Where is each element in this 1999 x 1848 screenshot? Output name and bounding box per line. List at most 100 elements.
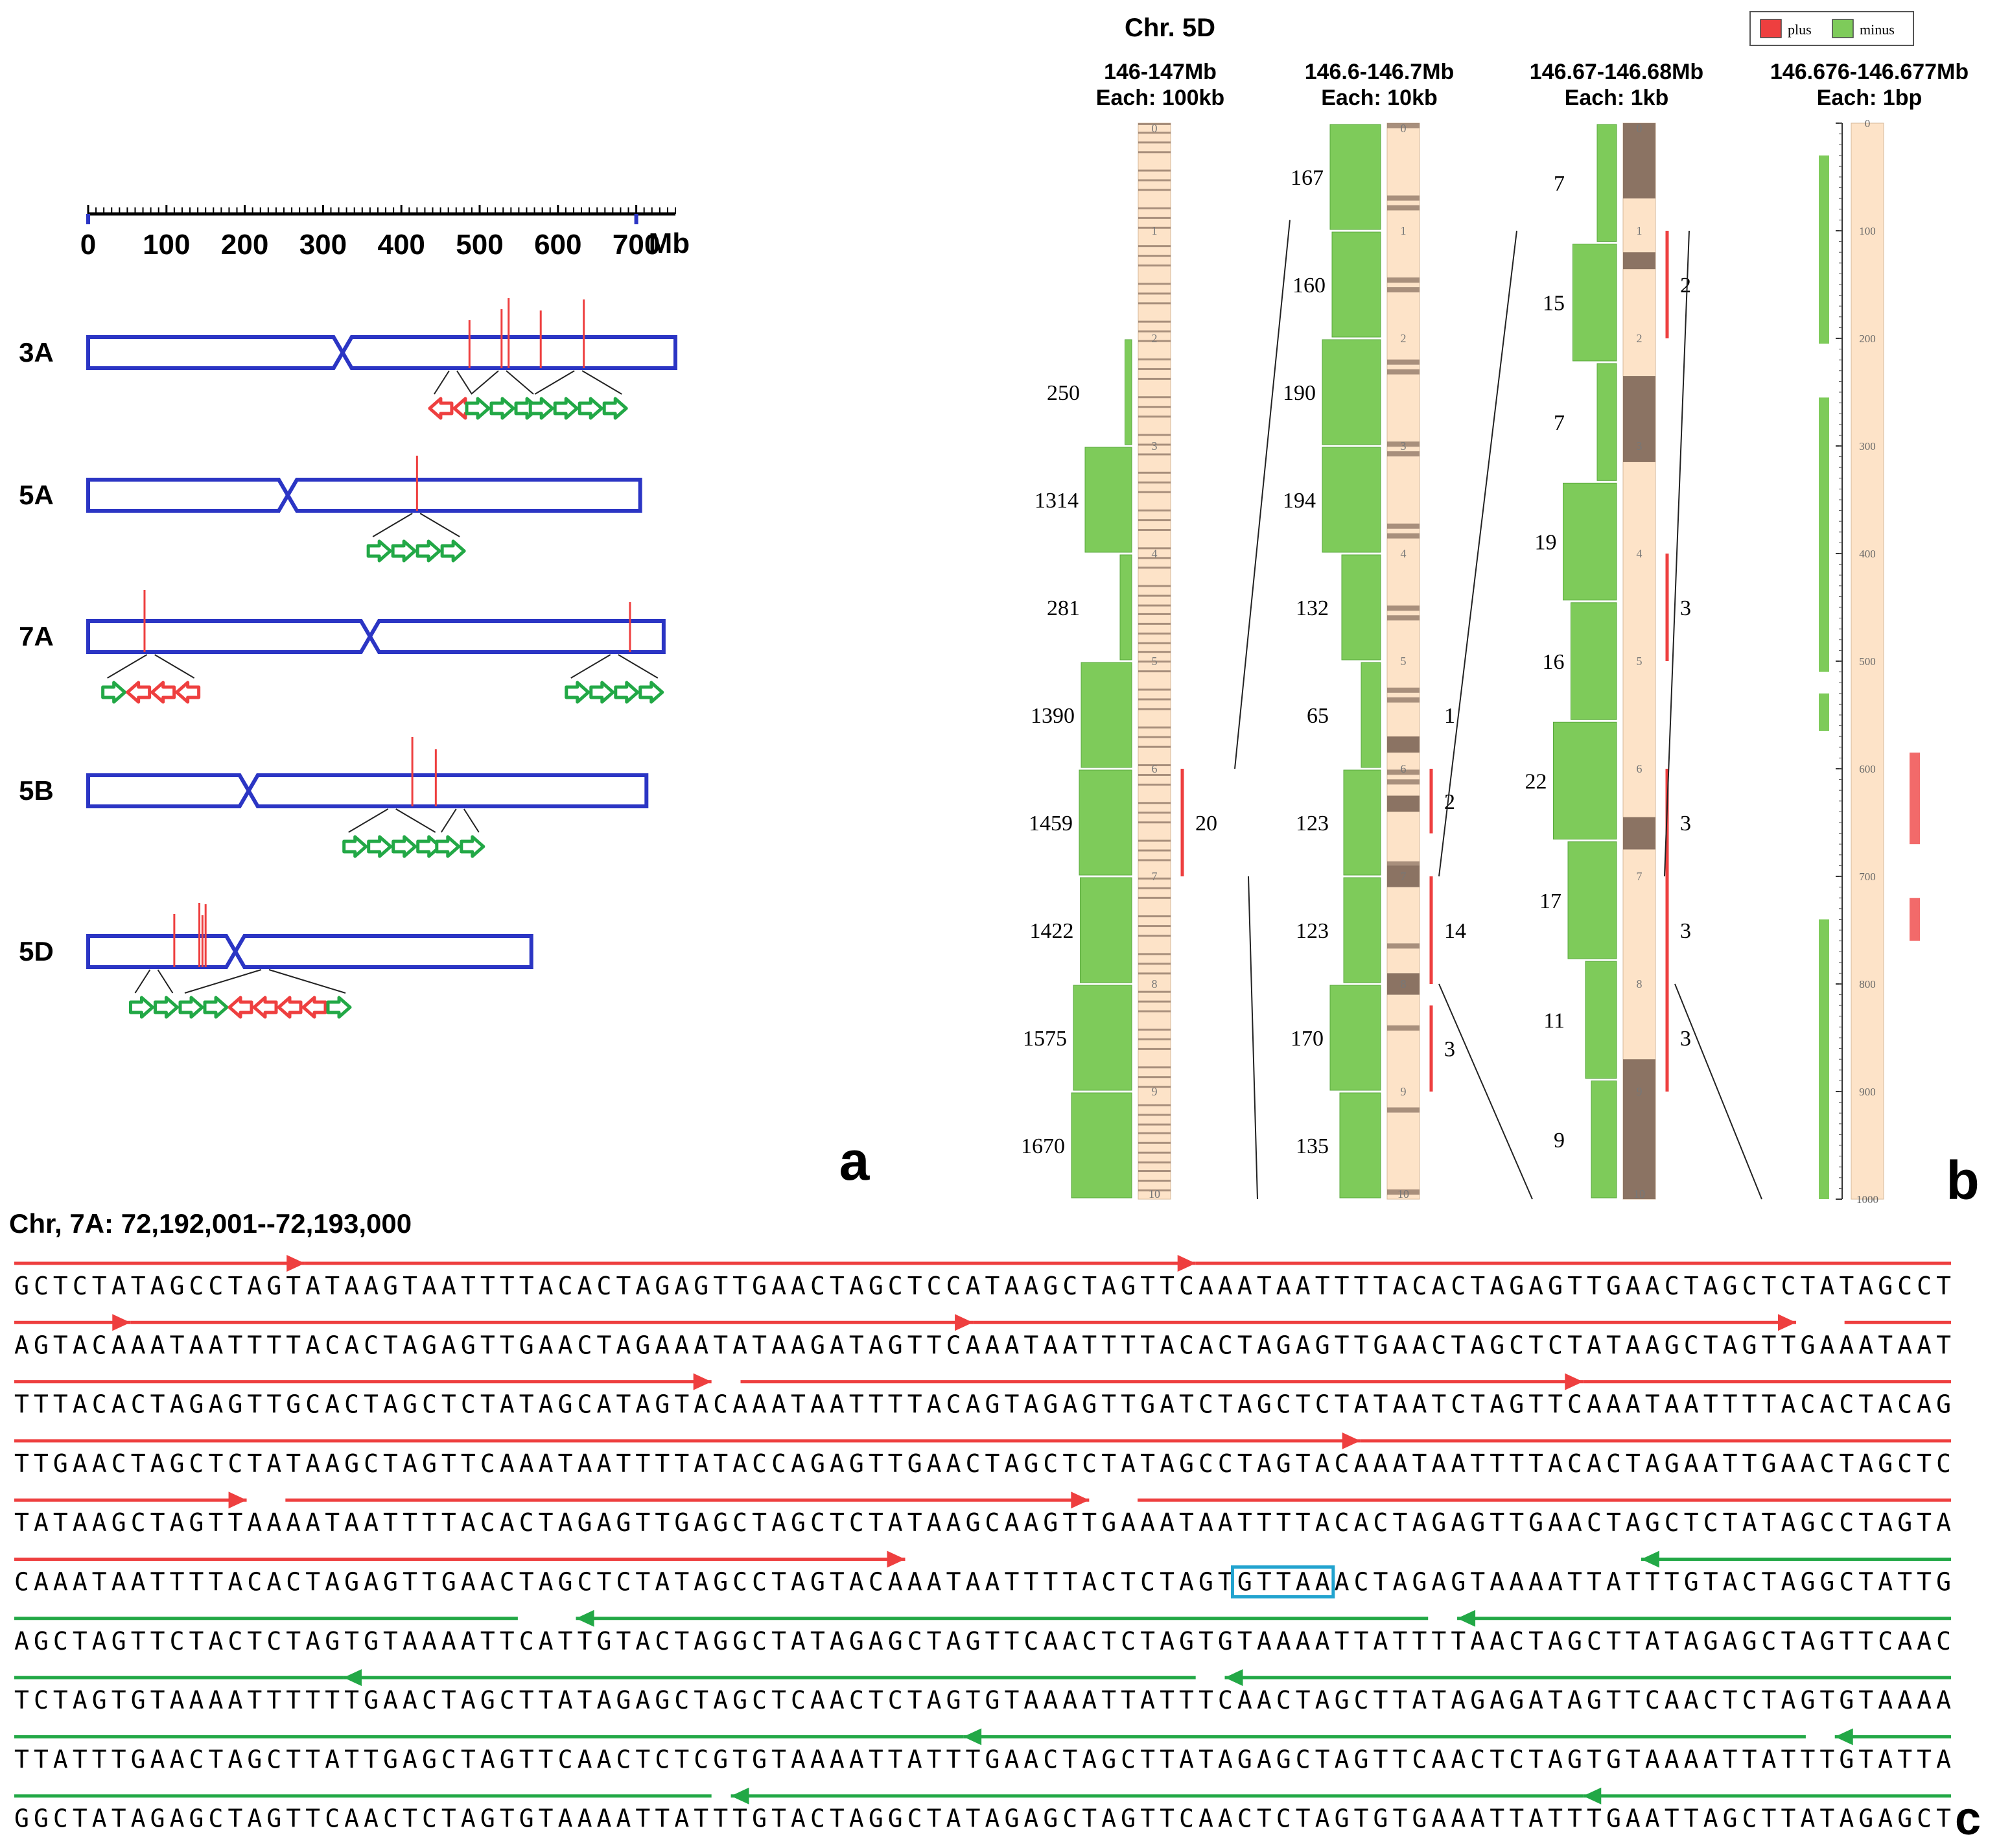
- ideogram-band: [1138, 340, 1171, 342]
- ideogram-tick: 2: [1152, 332, 1158, 345]
- ideogram-band: [1138, 849, 1171, 852]
- ideogram-band: [1387, 369, 1420, 375]
- connector-line: [434, 370, 450, 395]
- ideogram-band: [1138, 1151, 1171, 1154]
- density-bar: [1081, 662, 1132, 768]
- ideogram-band: [1138, 443, 1171, 446]
- ideogram-tick: 5: [1637, 655, 1642, 668]
- ideogram-band: [1138, 642, 1171, 644]
- ideogram-band: [1138, 151, 1171, 154]
- repeat-arrowhead: [1777, 1314, 1796, 1331]
- density-count: 1422: [1030, 919, 1074, 943]
- connector-line: [570, 654, 611, 679]
- forward-arrow-icon: [460, 835, 485, 858]
- ideogram-tick: 1: [1401, 224, 1407, 237]
- density-count: 281: [1047, 596, 1080, 620]
- zoom-connector: [1438, 983, 1533, 1200]
- density-bar: [1343, 769, 1381, 876]
- ideogram-block: [1623, 252, 1655, 270]
- ideogram-band: [1138, 783, 1171, 786]
- legend: plus minus: [1749, 11, 1914, 46]
- ideogram-band: [1387, 359, 1420, 365]
- connector-line: [348, 808, 389, 833]
- chromosome-body: [86, 619, 666, 654]
- column-resolution: Each: 1kb: [1565, 86, 1669, 110]
- density-count: 15: [1543, 292, 1565, 316]
- repeat-arrowhead: [955, 1314, 974, 1331]
- ideogram-band: [1138, 1104, 1171, 1106]
- chromosome-5b: 5B: [19, 737, 649, 858]
- repeat-arrowhead: [1224, 1669, 1243, 1687]
- ideogram-band: [1138, 491, 1171, 493]
- chromosome-7a: 7A: [19, 590, 666, 704]
- legend-minus-label: minus: [1860, 21, 1895, 38]
- ideogram-band: [1138, 509, 1171, 512]
- ideogram-band: [1387, 943, 1420, 949]
- ideogram-band: [1138, 963, 1171, 965]
- ideogram-band: [1138, 141, 1171, 144]
- ideogram-tick: 4: [1637, 547, 1642, 560]
- ideogram-tick: 9: [1152, 1085, 1158, 1098]
- ideogram-tick: 6: [1401, 762, 1407, 775]
- ideogram-band: [1387, 441, 1420, 447]
- column-range: 146.6-146.7Mb: [1305, 60, 1455, 84]
- ideogram-band: [1138, 1028, 1171, 1031]
- ideogram-tick: 9: [1401, 1085, 1407, 1098]
- ideogram-tick: 2: [1637, 332, 1642, 345]
- repeat-arrowhead: [887, 1550, 906, 1568]
- hit-count: 3: [1680, 812, 1691, 836]
- ideogram-band: [1387, 605, 1420, 611]
- chromosome-label: 5B: [19, 775, 54, 806]
- density-bar: [1591, 1081, 1617, 1199]
- ideogram-band: [1138, 406, 1171, 408]
- reverse-arrow-icon: [175, 681, 201, 704]
- bp-tick-label: 900: [1859, 1086, 1876, 1098]
- ideogram-band: [1138, 245, 1171, 248]
- ideogram-band: [1138, 132, 1171, 134]
- repeat-arrowhead: [576, 1609, 594, 1627]
- ideogram-band: [1138, 935, 1171, 937]
- bp-ideogram: [1851, 123, 1884, 1200]
- connector-line: [134, 969, 151, 994]
- ideogram-band: [1138, 358, 1171, 360]
- sequence-line: AGCTAGTTCTACTCTAGTGTAAAATTCATTGTACTAGGCT…: [14, 1627, 1951, 1655]
- ideogram-band: [1138, 773, 1171, 776]
- ideogram-band: [1387, 615, 1420, 621]
- density-count: 123: [1296, 812, 1329, 836]
- sequence-line: TTGAACTAGCTCTATAAGCTAGTTCAAATAATTTTATACC…: [14, 1449, 1951, 1478]
- column-range: 146.676-146.677Mb: [1770, 60, 1969, 84]
- repeat-arrowhead: [112, 1314, 131, 1331]
- ideogram-tick: 8: [1637, 977, 1642, 990]
- ideogram-band: [1138, 622, 1171, 625]
- ideogram-band: [1138, 839, 1171, 842]
- forward-arrow-icon: [614, 681, 640, 704]
- reverse-arrow-icon: [126, 681, 152, 704]
- reverse-arrow-icon: [277, 996, 303, 1019]
- ideogram-band: [1138, 1180, 1171, 1182]
- ideogram-tick: 0: [1401, 122, 1407, 135]
- bp-tick-label: 600: [1859, 763, 1876, 775]
- density-bar: [1322, 447, 1381, 553]
- ideogram-tick: 8: [1401, 977, 1407, 990]
- ideogram-block: [1623, 123, 1655, 199]
- hit-count: 3: [1444, 1038, 1455, 1062]
- connector-line: [419, 513, 460, 537]
- ideogram-band: [1138, 812, 1171, 814]
- ideogram-band: [1138, 613, 1171, 615]
- ideogram-tick: 9: [1637, 1085, 1642, 1098]
- density-count: 123: [1296, 919, 1329, 943]
- ideogram: [1386, 123, 1420, 1200]
- density-count: 1670: [1021, 1134, 1065, 1158]
- ideogram-band: [1138, 698, 1171, 701]
- ideogram-tick: 0: [1637, 122, 1642, 135]
- density-count: 160: [1292, 274, 1326, 298]
- ideogram-block: [1387, 736, 1420, 753]
- connector-line: [154, 654, 195, 679]
- density-count: 1314: [1035, 489, 1079, 513]
- hit-count: 20: [1195, 812, 1217, 836]
- hit-count: 3: [1680, 919, 1691, 943]
- forward-arrow-icon: [128, 996, 154, 1019]
- ideogram-tick: 7: [1152, 870, 1158, 883]
- ideogram-band: [1138, 736, 1171, 738]
